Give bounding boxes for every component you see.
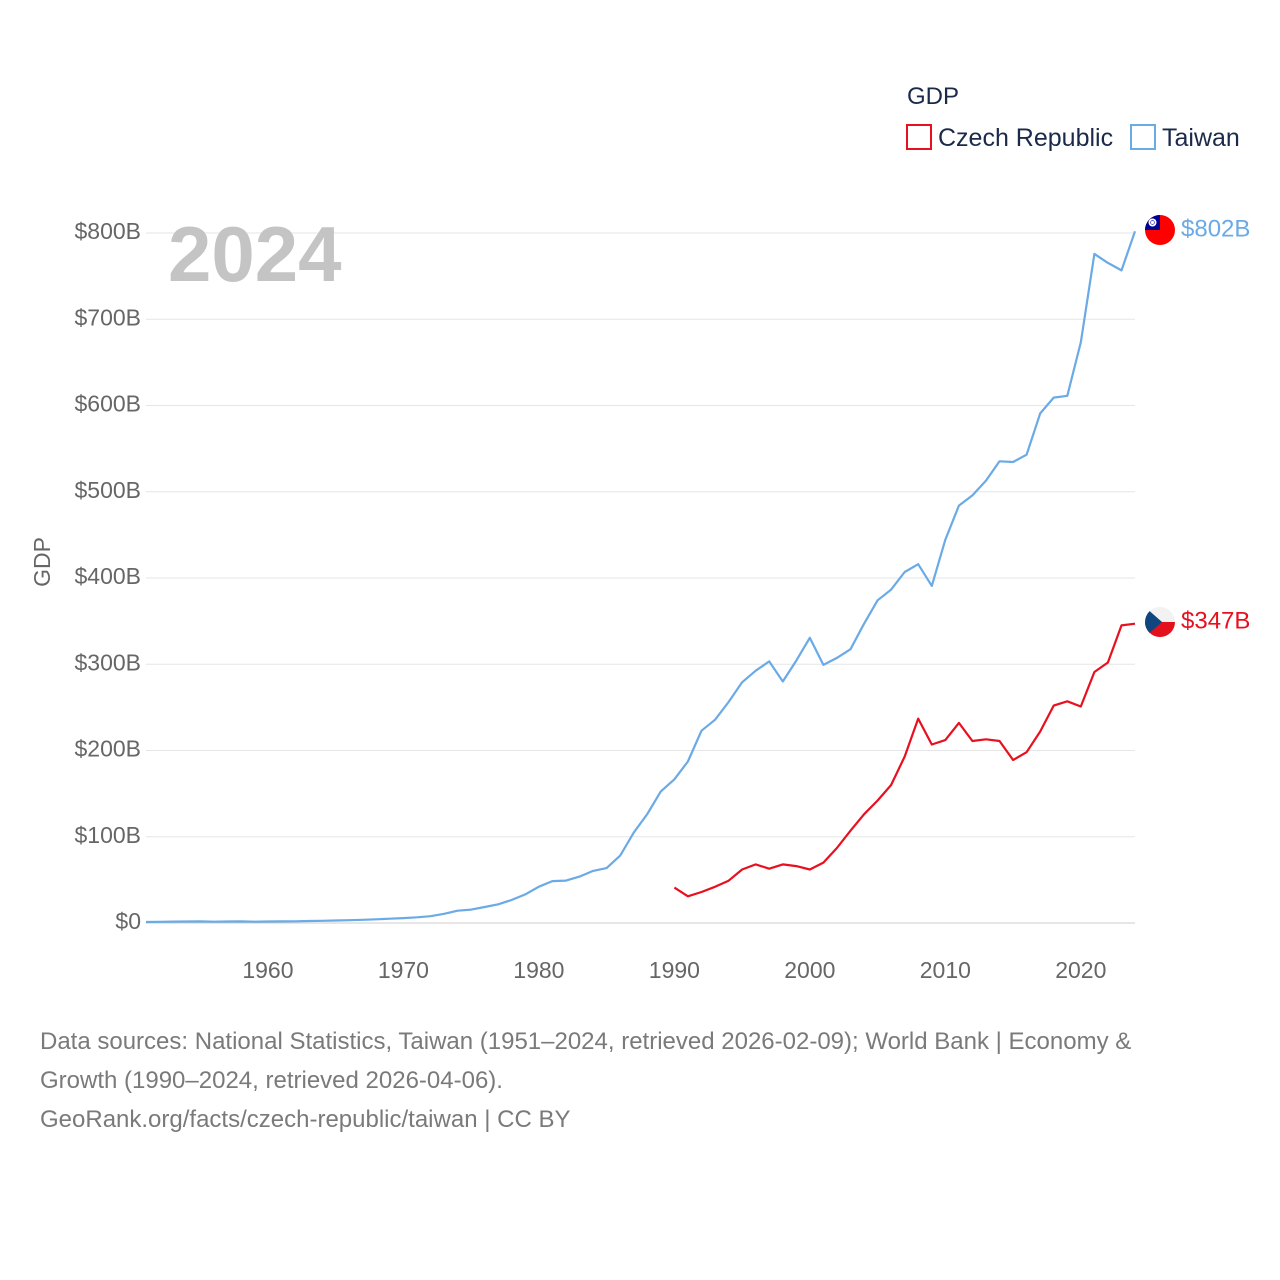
series-lines (145, 230, 1137, 924)
x-tick-label: 2010 (920, 957, 971, 983)
y-tick-label: $800B (74, 218, 141, 244)
x-axis-ticks: 1960 1970 1980 1990 2000 2010 2020 (242, 957, 1106, 983)
gdp-line-chart: $0 $100B $200B $300B $400B $500B $600B $700B $80… (29, 83, 1250, 983)
x-tick-label: 2000 (784, 957, 835, 983)
legend-label-taiwan[interactable]: Taiwan (1162, 124, 1240, 152)
y-tick-label: $300B (74, 649, 141, 675)
legend-label-czech-republic[interactable]: Czech Republic (938, 124, 1113, 152)
footer-line-1: Data sources: National Statistics, Taiwa… (40, 1028, 1132, 1055)
y-tick-label: $500B (74, 477, 141, 503)
gridlines (146, 232, 1135, 838)
y-tick-label: $100B (74, 822, 141, 848)
x-tick-label: 1980 (513, 957, 564, 983)
x-tick-label: 2020 (1055, 957, 1106, 983)
czech-republic-end-value: $347B (1181, 607, 1250, 634)
y-tick-label: $200B (74, 736, 141, 762)
y-axis-ticks: $0 $100B $200B $300B $400B $500B $600B $700B $80… (74, 218, 141, 934)
legend-swatch-taiwan[interactable] (1130, 124, 1156, 150)
x-tick-label: 1960 (242, 957, 293, 983)
y-tick-label: $400B (74, 563, 141, 589)
footer-sources: Data sources: National Statistics, Taiwa… (40, 1022, 1240, 1139)
y-tick-label: $700B (74, 304, 141, 330)
czech-flag-icon (1145, 607, 1175, 637)
x-tick-label: 1970 (378, 957, 429, 983)
footer-line-2: Growth (1990–2024, retrieved 2026-04-06)… (40, 1067, 503, 1094)
footer-line-3[interactable]: GeoRank.org/facts/czech-republic/taiwan … (40, 1106, 571, 1133)
y-tick-label: $0 (115, 908, 141, 934)
legend: GDP Czech Republic Taiwan (906, 83, 1240, 152)
legend-title: GDP (907, 83, 959, 110)
series-line-taiwan[interactable] (145, 230, 1137, 924)
y-axis-title: GDP (29, 537, 55, 587)
series-line-czech-republic[interactable] (673, 622, 1136, 898)
x-tick-label: 1990 (649, 957, 700, 983)
y-tick-label: $600B (74, 391, 141, 417)
legend-swatch-czech-republic[interactable] (906, 124, 932, 150)
taiwan-flag-icon (1145, 215, 1175, 245)
year-label: 2024 (168, 210, 342, 298)
taiwan-end-value: $802B (1181, 215, 1250, 242)
